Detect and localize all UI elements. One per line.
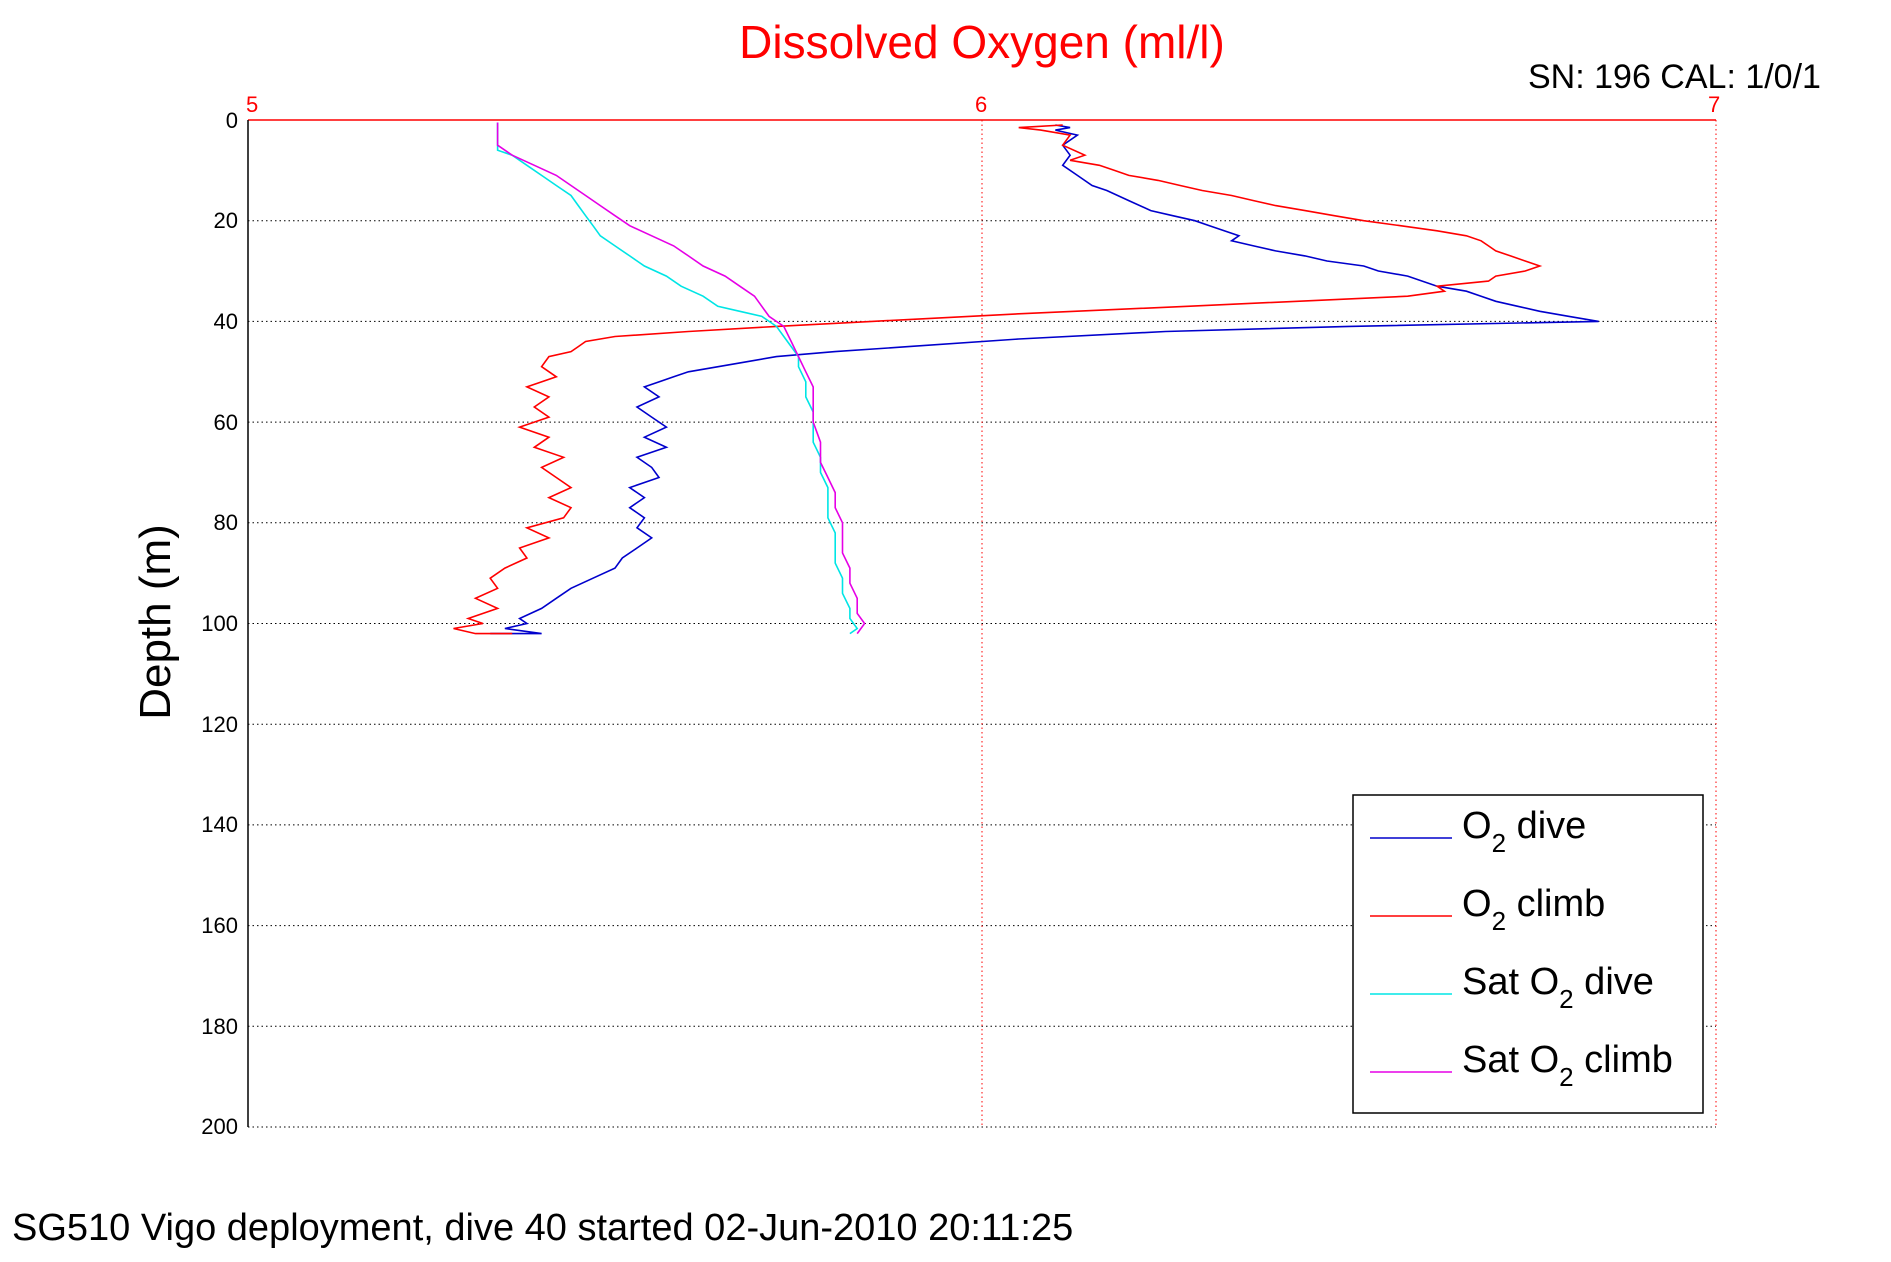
legend: O2 dive O2 climb Sat O2 dive Sat O2 clim…: [1352, 794, 1704, 1114]
x-ticks: 5 6 7: [246, 92, 1720, 117]
y-tick-label: 0: [226, 108, 238, 133]
x-tick-label: 7: [1708, 92, 1720, 117]
y-tick-label: 140: [201, 812, 238, 837]
series-line-o2-climb: [453, 124, 1543, 635]
series-layer: [453, 122, 1599, 635]
y-tick-label: 180: [201, 1014, 238, 1039]
x-tick-label: 6: [975, 92, 987, 117]
y-tick-label: 20: [214, 208, 238, 233]
legend-entry-sat-o2-climb: Sat O2 climb: [1462, 1039, 1673, 1092]
y-tick-label: 60: [214, 410, 238, 435]
y-tick-label: 40: [214, 309, 238, 334]
x-tick-label: 5: [246, 92, 258, 117]
legend-entry-o2-climb: O2 climb: [1462, 883, 1605, 936]
dive-caption: SG510 Vigo deployment, dive 40 started 0…: [12, 1207, 1073, 1249]
chart-title: Dissolved Oxygen (ml/l): [739, 16, 1225, 68]
legend-box: [1352, 794, 1704, 1114]
series-line-sat-o2-dive: [496, 122, 859, 635]
series-line-sat-o2-climb: [496, 122, 866, 635]
calibration-label: SN: 196 CAL: 1/0/1: [1528, 58, 1821, 96]
y-tick-label: 100: [201, 611, 238, 636]
y-tick-label: 80: [214, 510, 238, 535]
series-line-o2-dive: [490, 124, 1599, 635]
axes: [247, 119, 1716, 1127]
legend-entry-sat-o2-dive: Sat O2 dive: [1462, 961, 1654, 1014]
y-tick-label: 120: [201, 712, 238, 737]
y-axis-label: Depth (m): [131, 524, 180, 720]
y-ticks: 0 20 40 60 80 100 120 140 160 180 200: [201, 108, 238, 1139]
y-tick-label: 200: [201, 1114, 238, 1139]
legend-entry-o2-dive: O2 dive: [1462, 805, 1586, 858]
y-tick-label: 160: [201, 913, 238, 938]
grid: [248, 120, 1717, 1128]
